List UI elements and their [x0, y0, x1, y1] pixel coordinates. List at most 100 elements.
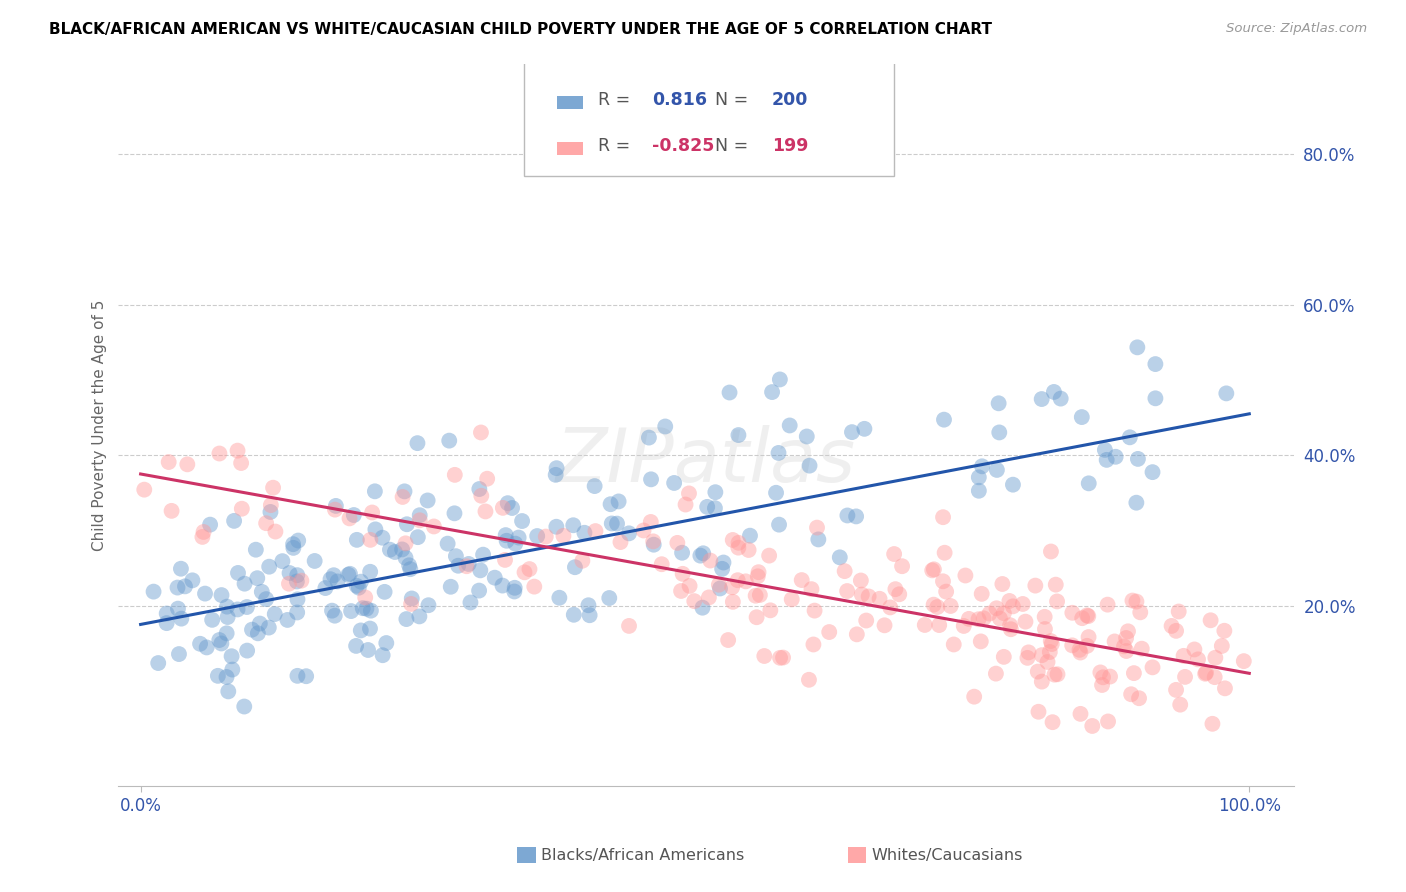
- Point: [963, 690, 986, 704]
- Text: N =: N =: [716, 136, 754, 155]
- Point: [869, 591, 891, 606]
- Point: [166, 581, 188, 595]
- Point: [1213, 681, 1236, 696]
- Point: [803, 638, 825, 652]
- Point: [598, 591, 620, 605]
- Point: [1164, 682, 1187, 697]
- Point: [1095, 453, 1118, 467]
- Point: [257, 559, 280, 574]
- Point: [443, 506, 465, 520]
- Point: [873, 618, 896, 632]
- Point: [988, 425, 1011, 440]
- Point: [651, 558, 673, 572]
- Point: [1130, 641, 1153, 656]
- Point: [470, 425, 492, 440]
- Point: [1069, 643, 1091, 657]
- Point: [495, 528, 517, 542]
- Point: [932, 510, 955, 524]
- Point: [675, 498, 697, 512]
- Point: [470, 563, 492, 577]
- Point: [1001, 599, 1024, 614]
- Point: [713, 556, 735, 570]
- Point: [352, 601, 374, 615]
- Point: [263, 607, 285, 621]
- Point: [546, 520, 568, 534]
- Point: [217, 684, 239, 698]
- Point: [640, 472, 662, 486]
- Point: [217, 610, 239, 624]
- Point: [484, 571, 506, 585]
- Point: [409, 513, 432, 527]
- Point: [503, 581, 526, 595]
- Point: [1036, 655, 1059, 669]
- Point: [914, 618, 936, 632]
- Point: [1090, 665, 1112, 680]
- Point: [727, 536, 749, 550]
- Point: [262, 481, 284, 495]
- Point: [1045, 577, 1067, 591]
- Text: R =: R =: [598, 136, 636, 155]
- Point: [322, 568, 344, 582]
- Point: [606, 516, 628, 531]
- Point: [209, 636, 232, 650]
- Point: [747, 565, 769, 579]
- Point: [1033, 622, 1056, 636]
- Point: [967, 483, 990, 498]
- Point: [519, 562, 541, 576]
- Point: [167, 601, 190, 615]
- Text: Whites/Caucasians: Whites/Caucasians: [872, 848, 1024, 863]
- Point: [276, 613, 298, 627]
- Point: [666, 536, 689, 550]
- Point: [721, 580, 744, 594]
- Point: [257, 621, 280, 635]
- Point: [371, 531, 394, 545]
- Point: [156, 616, 179, 631]
- Point: [662, 475, 685, 490]
- Point: [474, 504, 496, 518]
- Point: [359, 622, 381, 636]
- Point: [578, 599, 600, 613]
- Point: [401, 591, 423, 606]
- Point: [654, 419, 676, 434]
- Point: [1062, 606, 1084, 620]
- Point: [672, 566, 695, 581]
- FancyBboxPatch shape: [524, 54, 894, 176]
- Point: [970, 459, 993, 474]
- Point: [278, 566, 301, 580]
- Point: [564, 560, 586, 574]
- Point: [797, 673, 820, 687]
- Point: [553, 529, 575, 543]
- Point: [1062, 638, 1084, 652]
- Point: [768, 446, 790, 460]
- Point: [1001, 477, 1024, 491]
- Point: [1167, 605, 1189, 619]
- Point: [447, 558, 470, 573]
- Point: [394, 536, 416, 550]
- Point: [226, 443, 249, 458]
- Point: [583, 479, 606, 493]
- Point: [236, 643, 259, 657]
- Point: [600, 516, 623, 531]
- Point: [408, 609, 430, 624]
- Point: [250, 584, 273, 599]
- Point: [1128, 691, 1150, 706]
- Point: [585, 524, 607, 538]
- Point: [391, 490, 413, 504]
- Point: [891, 559, 914, 574]
- Point: [678, 579, 700, 593]
- Point: [617, 619, 640, 633]
- Point: [1000, 622, 1022, 636]
- Point: [711, 562, 734, 576]
- Point: [1039, 544, 1062, 558]
- Point: [391, 542, 413, 557]
- Point: [1046, 667, 1069, 681]
- Point: [883, 547, 905, 561]
- Point: [170, 612, 193, 626]
- Point: [215, 670, 238, 684]
- Point: [970, 587, 993, 601]
- Point: [643, 538, 665, 552]
- Point: [350, 624, 373, 638]
- Point: [884, 582, 907, 597]
- Point: [828, 550, 851, 565]
- Text: 200: 200: [772, 91, 808, 109]
